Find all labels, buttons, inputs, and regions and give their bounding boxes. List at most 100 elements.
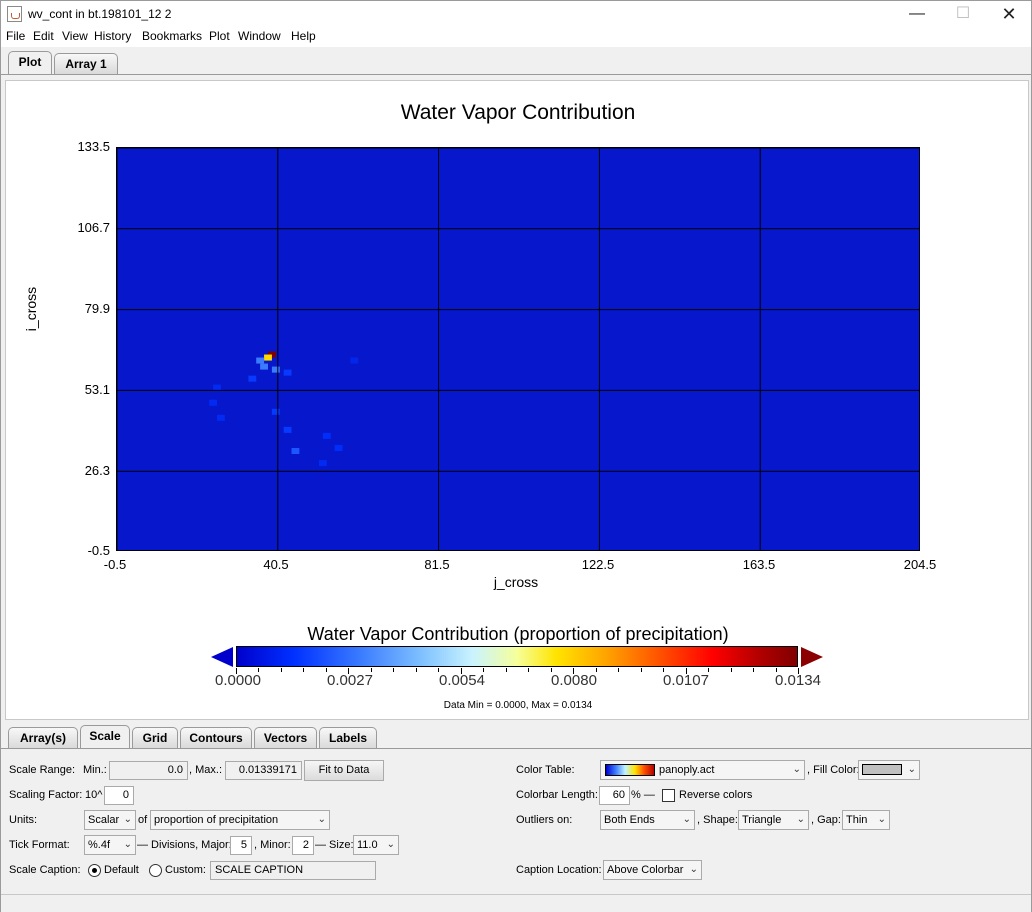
scale-range-label: Scale Range: (9, 764, 76, 776)
colorbar-tick-label: 0.0027 (327, 672, 373, 689)
percent-label: % — (631, 789, 655, 801)
fill-color-swatch (862, 764, 902, 775)
close-button[interactable]: ✕ (1001, 4, 1017, 24)
scale-min-field[interactable]: 0.0 (109, 761, 188, 780)
menu-file[interactable]: File (6, 29, 26, 43)
gap-value: Thin (846, 814, 868, 826)
tab-divider (1, 748, 1031, 749)
minor-label: , Minor: (254, 839, 291, 851)
heatmap-cell (283, 426, 292, 433)
reverse-colors-checkbox[interactable] (662, 789, 675, 802)
chevron-down-icon: ⌄ (682, 814, 691, 825)
major-divisions-field[interactable]: 5 (230, 836, 252, 855)
colorbar-tick (325, 668, 327, 672)
heatmap-cell (322, 432, 331, 439)
colorbar-tick-label: 0.0107 (663, 672, 709, 689)
menu-bar: File Edit View History Bookmarks Plot Wi… (1, 27, 1031, 47)
title-bar: wv_cont in bt.198101_12 2 — ☐ ✕ (1, 1, 1031, 27)
menu-edit[interactable]: Edit (33, 29, 54, 43)
heatmap-cell (267, 351, 276, 358)
fit-to-data-button[interactable]: Fit to Data (304, 760, 384, 781)
chevron-down-icon: ⌄ (386, 839, 395, 850)
scaling-factor-prefix: 10^ (85, 789, 103, 801)
plot-panel: Water Vapor Contribution i_cross 133.5 1… (5, 80, 1029, 720)
colorbar-tick (775, 668, 777, 672)
outliers-select[interactable]: Both Ends ⌄ (600, 810, 695, 830)
caption-default-radio[interactable] (88, 864, 101, 877)
heatmap-features (209, 351, 359, 467)
color-table-value: panoply.act (659, 764, 715, 776)
chevron-down-icon: ⌄ (123, 839, 132, 850)
custom-caption-field[interactable]: SCALE CAPTION (210, 861, 376, 880)
tick-format-value: %.4f (88, 839, 111, 851)
heatmap-cell (283, 369, 292, 376)
gap-select[interactable]: Thin ⌄ (842, 810, 890, 830)
colorbar-tick-label: 0.0054 (439, 672, 485, 689)
max-label: , Max.: (189, 764, 223, 776)
fill-color-select[interactable]: ⌄ (858, 760, 920, 780)
colorbar-tick (685, 668, 687, 674)
scale-caption-label: Scale Caption: (9, 864, 81, 876)
units-type-select[interactable]: Scalar ⌄ (84, 810, 136, 830)
top-tab-strip: Plot Array 1 (1, 51, 1031, 75)
tick-size-select[interactable]: 11.0 ⌄ (353, 835, 399, 855)
menu-plot[interactable]: Plot (209, 29, 230, 43)
menu-help[interactable]: Help (291, 29, 316, 43)
colorbar-tick (438, 668, 440, 672)
heatmap-svg (117, 148, 919, 550)
colorbar-length-field[interactable]: 60 (599, 786, 630, 805)
minimize-button[interactable]: — (909, 5, 925, 22)
colorbar-tick (393, 668, 395, 672)
x-tick-label: 81.5 (424, 557, 450, 572)
tab-grid[interactable]: Grid (132, 727, 178, 749)
outliers-value: Both Ends (604, 814, 655, 826)
tab-contours[interactable]: Contours (180, 727, 252, 749)
colormap-swatch (605, 764, 655, 776)
tick-format-label: Tick Format: (9, 839, 70, 851)
scaling-factor-field[interactable]: 0 (104, 786, 134, 805)
tab-array-1[interactable]: Array 1 (54, 53, 118, 75)
caption-location-select[interactable]: Above Colorbar ⌄ (603, 860, 702, 880)
x-tick-label: -0.5 (103, 557, 127, 572)
tab-arrays[interactable]: Array(s) (8, 727, 78, 749)
menu-bookmarks[interactable]: Bookmarks (142, 29, 203, 43)
status-bar (1, 894, 1031, 912)
min-label: Min.: (83, 764, 107, 776)
scale-max-field[interactable]: 0.01339171 (225, 761, 302, 780)
colorbar-tick (640, 668, 642, 672)
maximize-button[interactable]: ☐ (955, 5, 971, 22)
y-tick-label: 133.5 (77, 139, 110, 154)
chevron-down-icon: ⌄ (689, 864, 698, 875)
divisions-major-label: — Divisions, Major: (137, 839, 232, 851)
colorbar-tick-label: 0.0134 (775, 672, 821, 689)
heatmap-cell (271, 366, 280, 373)
menu-window[interactable]: Window (238, 29, 281, 43)
color-table-select[interactable]: panoply.act ⌄ (600, 760, 805, 780)
colorbar-tick-label: 0.0080 (551, 672, 597, 689)
tab-vectors[interactable]: Vectors (254, 727, 317, 749)
heatmap-cell (213, 384, 221, 391)
tick-format-select[interactable]: %.4f ⌄ (84, 835, 136, 855)
colorbar-tick (348, 668, 350, 674)
tab-scale[interactable]: Scale (80, 725, 130, 749)
x-tick-label: 40.5 (263, 557, 289, 572)
x-tick-label: 122.5 (581, 557, 615, 572)
tab-labels[interactable]: Labels (319, 727, 377, 749)
gap-label: , Gap: (811, 814, 841, 826)
menu-history[interactable]: History (94, 29, 132, 43)
units-select[interactable]: proportion of precipitation ⌄ (150, 810, 330, 830)
tab-divider (1, 74, 1031, 75)
colorbar-high-outlier-arrow (801, 647, 823, 667)
heatmap-cell (256, 357, 265, 364)
scale-controls-panel: Scale Range: Min.: 0.0 , Max.: 0.0133917… (1, 749, 1031, 894)
shape-select[interactable]: Triangle ⌄ (738, 810, 809, 830)
heatmap-plot-area[interactable] (116, 147, 920, 551)
colorbar-tick (618, 668, 620, 672)
menu-view[interactable]: View (62, 29, 88, 43)
heatmap-cell (318, 460, 327, 467)
colorbar-tick (236, 668, 237, 674)
minor-divisions-field[interactable]: 2 (292, 836, 314, 855)
caption-custom-radio[interactable] (149, 864, 162, 877)
heatmap-cell (271, 408, 280, 415)
tab-plot[interactable]: Plot (8, 51, 52, 75)
